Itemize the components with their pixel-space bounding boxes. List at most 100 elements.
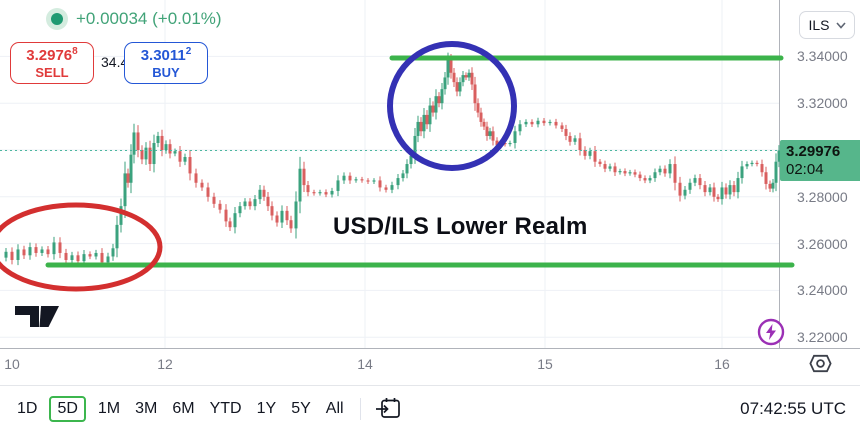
candle-body [518, 124, 522, 132]
candle-body [378, 180, 382, 188]
candle-body [360, 179, 364, 181]
range-button-5d[interactable]: 5D [49, 395, 86, 422]
sell-price: 3.29768 [26, 46, 78, 65]
candle-body [479, 112, 483, 122]
candle-body [183, 157, 187, 162]
chevron-down-icon [835, 21, 846, 29]
candle-body [354, 179, 358, 181]
candle-body [218, 203, 222, 210]
candle-body [560, 125, 564, 129]
candle-body [115, 224, 119, 249]
candle-body [324, 192, 328, 195]
candle-body [750, 162, 754, 165]
price-scale-settings-icon[interactable] [807, 352, 834, 375]
candle-body [173, 151, 177, 154]
buy-label: BUY [152, 64, 180, 80]
candle-body [476, 103, 480, 113]
candle-body [22, 249, 26, 256]
last-price-badge: 3.29976 02:04 [780, 140, 860, 181]
candle-body [573, 138, 577, 142]
candle-body [548, 121, 552, 124]
candle-body [618, 171, 622, 173]
candle-body [437, 96, 441, 104]
buy-price: 3.30112 [140, 46, 192, 65]
buy-button[interactable]: 3.30112 BUY [124, 42, 208, 84]
time-tick-label: 12 [157, 356, 173, 372]
candle-body [712, 187, 716, 197]
currency-selector[interactable]: ILS [799, 11, 855, 39]
candle-body [643, 178, 647, 181]
range-button-1y[interactable]: 1Y [256, 399, 277, 417]
blue-circle-annotation[interactable] [387, 41, 517, 171]
sell-button[interactable]: 3.29768 SELL [10, 42, 94, 84]
currency-selector-value: ILS [808, 17, 830, 33]
annotation-label: USD/ILS Lower Realm [333, 213, 588, 240]
candle-body [416, 121, 420, 136]
candle-body [384, 187, 388, 190]
spread-value: 34.4 [101, 54, 129, 70]
candle-body [440, 89, 444, 104]
candle-body [88, 254, 92, 257]
candle-body [658, 168, 662, 173]
candle-body [673, 164, 677, 183]
price-tick-label: 3.28000 [797, 188, 848, 205]
candle-body [473, 84, 477, 104]
candle-body [628, 172, 632, 174]
red-ellipse-annotation[interactable] [0, 202, 163, 292]
candle-body [728, 185, 732, 195]
candle-body [495, 140, 499, 146]
candle-body [623, 171, 627, 174]
range-button-3m[interactable]: 3M [135, 399, 158, 417]
candle-body [740, 166, 744, 179]
toolbar-divider [359, 397, 361, 420]
candle-body [312, 192, 316, 194]
candle-body [106, 256, 110, 263]
lightning-bolt-icon[interactable] [756, 317, 786, 347]
candle-body [638, 174, 642, 179]
candle-body [443, 77, 447, 90]
clock-utc[interactable]: 07:42:55 UTC [740, 398, 846, 418]
tradingview-logo[interactable] [15, 303, 61, 330]
candle-body [289, 220, 293, 229]
candle-body [336, 180, 340, 191]
candle-body [425, 114, 429, 125]
bar-countdown: 02:04 [786, 160, 824, 178]
candle-body [270, 206, 274, 216]
candle-body [736, 178, 740, 193]
candle-body [233, 213, 237, 228]
candle-body [126, 173, 130, 183]
candle-body [132, 132, 136, 155]
candle-body [434, 96, 438, 113]
range-button-5y[interactable]: 5Y [291, 399, 311, 417]
candle-body [123, 173, 127, 207]
range-button-1d[interactable]: 1D [17, 399, 38, 417]
sell-label: SELL [35, 64, 69, 80]
candlestick-chart[interactable] [0, 0, 860, 349]
candle-body [464, 75, 468, 78]
candle-body [455, 82, 459, 92]
candle-body [760, 164, 764, 173]
candle-body [467, 72, 471, 78]
range-button-ytd[interactable]: YTD [209, 399, 242, 417]
range-button-6m[interactable]: 6M [172, 399, 195, 417]
range-button-1m[interactable]: 1M [97, 399, 121, 417]
candle-body [508, 142, 512, 145]
candle-body [774, 161, 778, 183]
candle-body [653, 172, 657, 179]
candle-body [178, 151, 182, 162]
candle-body [419, 121, 423, 132]
candle-body [401, 173, 405, 179]
candle-body [564, 128, 568, 136]
range-button-all[interactable]: All [325, 399, 344, 417]
candle-body [285, 210, 289, 221]
candle-body [258, 189, 262, 200]
time-axis-line [0, 348, 860, 349]
candle-body [390, 185, 394, 190]
candle-body [530, 121, 534, 125]
candle-body [764, 172, 768, 184]
candle-body [275, 215, 279, 223]
candle-body [603, 164, 607, 169]
candle-body [724, 187, 728, 195]
candle-body [34, 247, 38, 253]
goto-date-button[interactable] [375, 396, 402, 421]
